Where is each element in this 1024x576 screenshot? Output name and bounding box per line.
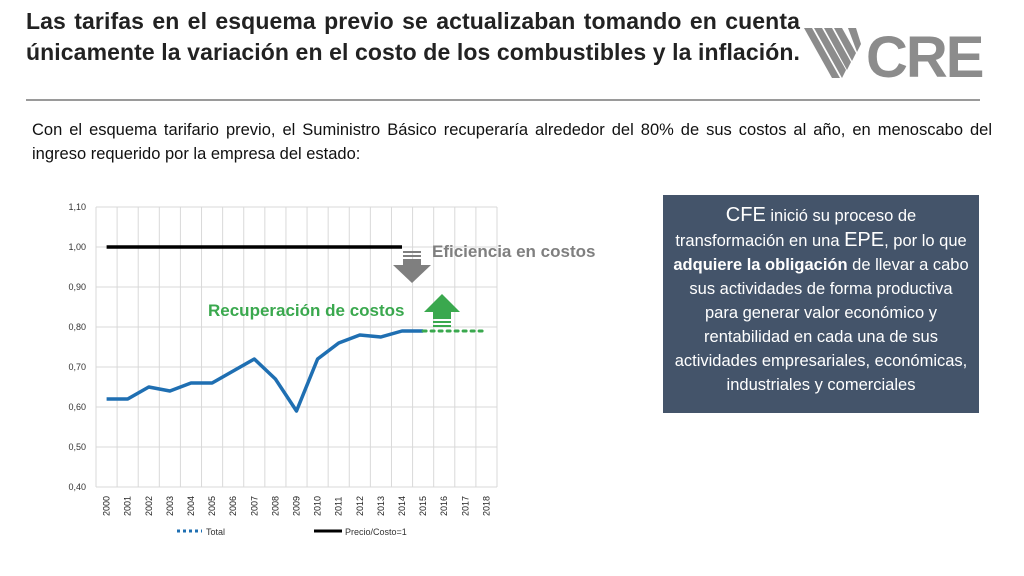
y-axis-ticks: 0,40 0,50 0,60 0,70 0,80 0,90 1,00 1,10: [68, 202, 86, 492]
series-total-line: [106, 329, 424, 413]
intro-paragraph: Con el esquema tarifario previo, el Sumi…: [32, 121, 992, 163]
x-tick-label: 2001: [123, 496, 133, 516]
cfe-info-box: CFE inició su proceso de transformación …: [663, 195, 979, 413]
x-axis-ticks: 2000 2001 2002 2003 2004 2005 2006 2007 2008 2009…: [102, 496, 492, 516]
info-obligation: adquiere la obligación: [673, 256, 848, 274]
chart-series: [106, 245, 488, 413]
x-tick-label: 2017: [460, 496, 470, 516]
info-text-1: inició su proceso de transformación en u…: [675, 207, 917, 250]
x-tick-label: 2003: [165, 496, 175, 516]
x-tick-label: 2004: [186, 496, 196, 516]
x-tick-label: 2013: [376, 496, 386, 516]
x-tick-label: 2016: [439, 496, 449, 516]
y-tick-label: 0,40: [68, 482, 86, 492]
x-tick-label: 2000: [102, 496, 112, 516]
cre-logo-mark: [804, 28, 861, 78]
x-tick-label: 2015: [418, 496, 428, 516]
recovery-label: Recuperación de costos: [208, 301, 405, 320]
x-tick-label: 2018: [481, 496, 491, 516]
y-tick-label: 1,10: [68, 202, 86, 212]
y-tick-label: 0,50: [68, 442, 86, 452]
x-tick-label: 2006: [228, 496, 238, 516]
x-tick-label: 2008: [270, 496, 280, 516]
recovery-arrow-icon: [424, 294, 460, 327]
chart-legend: Total Precio/Costo=1: [177, 527, 407, 537]
x-tick-label: 2012: [355, 496, 365, 516]
info-cfe: CFE: [725, 204, 766, 226]
y-tick-label: 0,70: [68, 362, 86, 372]
x-tick-label: 2009: [292, 496, 302, 516]
page-title: Las tarifas en el esquema previo se actu…: [26, 8, 800, 65]
x-tick-label: 2014: [397, 496, 407, 516]
efficiency-arrow-icon: [393, 251, 431, 283]
x-tick-label: 2002: [144, 496, 154, 516]
x-tick-label: 2010: [313, 496, 323, 516]
legend-total-label: Total: [206, 527, 225, 537]
y-tick-label: 0,80: [68, 322, 86, 332]
x-tick-label: 2005: [207, 496, 217, 516]
cre-logo: CRE: [804, 25, 985, 82]
cost-recovery-chart: 0,400,500,600,700,800,901,001,10 2000 200…: [68, 202, 595, 537]
cre-logo-text: CRE: [866, 25, 983, 82]
y-tick-label: 1,00: [68, 242, 86, 252]
efficiency-label: Eficiencia en costos: [432, 242, 595, 261]
title-divider: [26, 99, 980, 101]
legend-precio-label: Precio/Costo=1: [345, 527, 407, 537]
info-text-2: , por lo que: [884, 232, 967, 250]
info-text-3: de llevar a cabo sus actividades de form…: [674, 256, 969, 394]
y-tick-label: 0,60: [68, 402, 86, 412]
x-tick-label: 2007: [249, 496, 259, 516]
info-epe: EPE: [844, 229, 885, 251]
x-tick-label: 2011: [334, 497, 344, 516]
y-tick-label: 0,90: [68, 282, 86, 292]
